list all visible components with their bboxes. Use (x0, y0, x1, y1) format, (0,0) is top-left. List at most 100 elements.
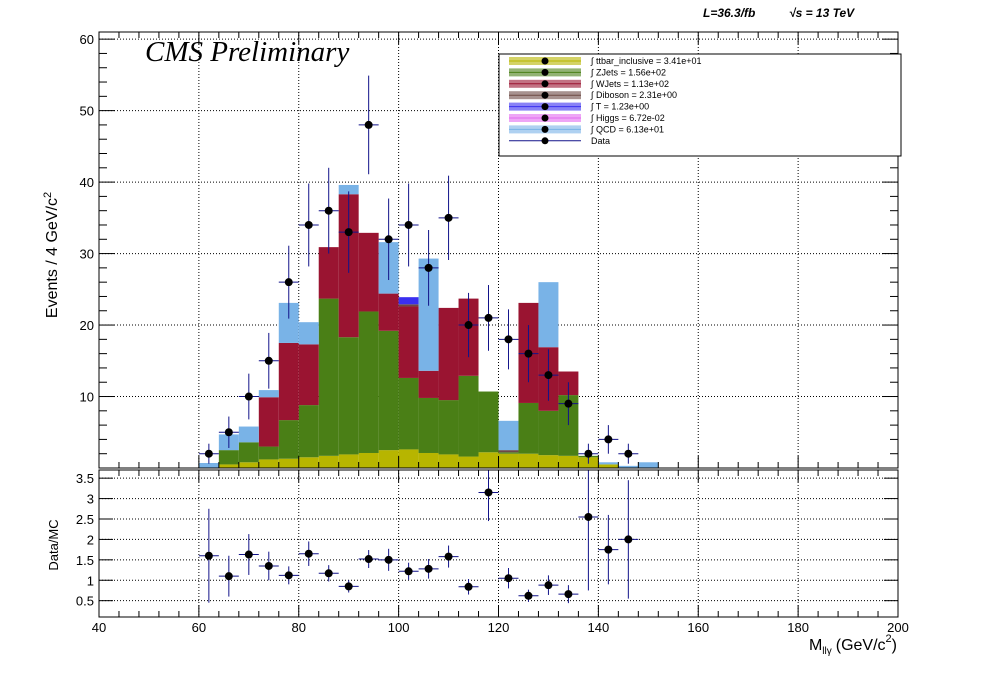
ratio-point (464, 582, 473, 591)
legend-entry: ∫ WJets = 1.13e+02 (590, 79, 669, 89)
bar-ZJets (498, 452, 519, 454)
bar-ZJets (558, 395, 579, 456)
bar-ttbar_inclusive (498, 453, 519, 468)
ratio-point (204, 551, 213, 560)
bar-ttbar_inclusive (338, 454, 359, 468)
bar-Diboson (498, 450, 519, 453)
bar-ZJets (238, 442, 259, 463)
legend-marker (541, 68, 549, 76)
stacked-histogram (198, 184, 659, 468)
x-axis-label: Mllγ (GeV/c2) (809, 633, 897, 657)
ratio-point (424, 564, 433, 573)
x-tick-label: 180 (787, 620, 809, 635)
ratio-point (524, 591, 533, 600)
ratio-point (484, 488, 493, 497)
bar-ttbar_inclusive (378, 450, 399, 468)
ratio-y-tick-label: 1.5 (76, 553, 94, 568)
x-axis-label-close: ) (892, 637, 897, 654)
energy-label: √s = 13 TeV (789, 6, 855, 20)
bar-WJets (438, 307, 459, 401)
data-point (504, 335, 513, 344)
bar-ZJets (258, 446, 279, 460)
bar-ZJets (298, 405, 319, 458)
data-point (604, 435, 613, 444)
bar-Diboson (398, 304, 419, 307)
ratio-point (304, 549, 313, 558)
ratio-point (344, 582, 353, 591)
data-point (444, 213, 453, 222)
bar-ttbar_inclusive (318, 455, 339, 468)
bar-QCD (258, 390, 279, 398)
data-point (364, 120, 373, 129)
ratio-axes: 0.5 1 1.5 2 2.5 3 3.5 40 60 80 100 120 140 160 180 200 (76, 469, 909, 635)
bar-QCD (498, 420, 519, 451)
bar-WJets (358, 232, 379, 312)
x-tick-label: 60 (192, 620, 206, 635)
ratio-y-tick-label: 1 (87, 573, 94, 588)
data-point (204, 449, 213, 458)
bar-ZJets (518, 402, 539, 454)
bar-ttbar_inclusive (238, 462, 259, 468)
ratio-point (224, 572, 233, 581)
bar-ZJets (538, 410, 559, 456)
ratio-point (284, 571, 293, 580)
ratio-y-tick-label: 0.5 (76, 594, 94, 609)
bar-ZJets (398, 377, 419, 450)
data-point (424, 263, 433, 272)
bar-ttbar_inclusive (358, 452, 379, 468)
data-point (304, 220, 313, 229)
bar-ttbar_inclusive (598, 464, 619, 468)
bar-WJets (258, 397, 279, 447)
main-y-axis-label: Events / 4 GeV/c2 (42, 192, 61, 318)
data-point (344, 228, 353, 237)
bar-ZJets (338, 337, 359, 455)
legend-marker (541, 114, 549, 122)
x-axis-label-sup: 2 (886, 633, 892, 645)
ratio-y-tick-label: 2.5 (76, 512, 94, 527)
bar-QCD (598, 462, 619, 465)
legend-entry: ∫ Higgs = 6.72e-02 (590, 113, 665, 123)
bar-ttbar_inclusive (398, 449, 419, 468)
ratio-point (624, 535, 633, 544)
data-point (524, 349, 533, 358)
x-tick-label: 200 (887, 620, 909, 635)
ratio-point (244, 550, 253, 559)
bar-QCD (198, 462, 219, 468)
bar-QCD (638, 462, 659, 468)
bar-QCD (538, 282, 559, 348)
ratio-point (504, 574, 513, 583)
x-tick-label: 160 (687, 620, 709, 635)
legend-marker (541, 103, 549, 111)
ratio-point (584, 512, 593, 521)
bar-QCD (338, 184, 359, 195)
bar-WJets (278, 342, 299, 421)
main-y-tick-label: 20 (80, 318, 94, 333)
data-point (484, 313, 493, 322)
x-tick-label: 40 (92, 620, 106, 635)
legend-entry: ∫ Diboson = 2.31e+00 (590, 90, 677, 100)
bar-ZJets (418, 397, 439, 453)
bar-ttbar_inclusive (278, 458, 299, 468)
x-tick-label: 80 (292, 620, 306, 635)
legend-entry: ∫ ZJets = 1.56e+02 (590, 67, 666, 77)
legend-marker (541, 57, 549, 65)
bar-WJets (418, 370, 439, 398)
data-point (464, 321, 473, 330)
bar-ZJets (378, 330, 399, 451)
data-point (284, 278, 293, 287)
ratio-y-tick-label: 3.5 (76, 471, 94, 486)
legend-entry: Data (591, 136, 610, 146)
bar-QCD (278, 302, 299, 343)
bar-ttbar_inclusive (418, 452, 439, 468)
bar-ttbar_inclusive (538, 455, 559, 468)
ratio-point (404, 567, 413, 576)
bar-ZJets (438, 400, 459, 455)
bar-WJets (398, 306, 419, 378)
bar-ZJets (318, 298, 339, 456)
x-tick-label: 140 (588, 620, 610, 635)
bar-ZJets (458, 375, 479, 457)
data-point (244, 392, 253, 401)
main-axes: 10 20 30 40 50 60 (80, 31, 899, 469)
legend-entry: ∫ ttbar_inclusive = 3.41e+01 (590, 56, 702, 66)
x-tick-label: 120 (488, 620, 510, 635)
